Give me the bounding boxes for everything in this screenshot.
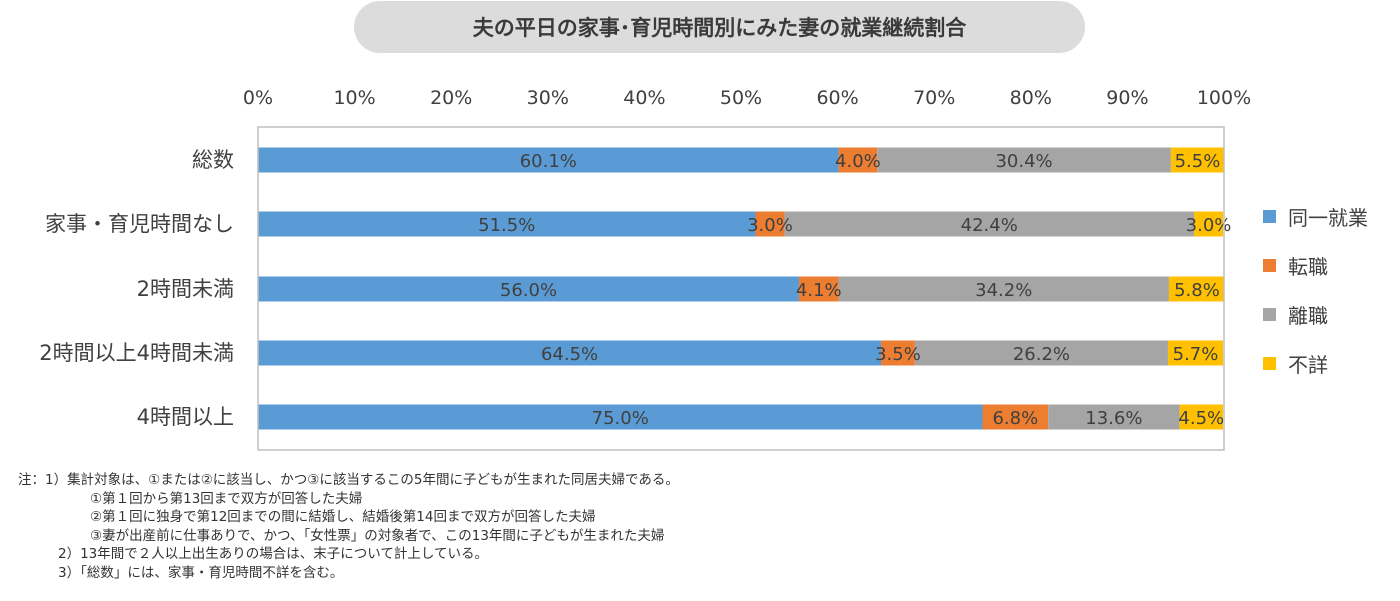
x-tick-label: 80% [1010, 87, 1052, 109]
data-label: 26.2% [1013, 344, 1070, 365]
bar-segment [838, 147, 878, 173]
legend-item-job-change: 転職 [1263, 241, 1368, 290]
legend-swatch-job-change [1263, 259, 1276, 272]
bar-segment [1048, 404, 1180, 430]
data-label: 6.8% [992, 408, 1038, 429]
data-label: 4.1% [796, 280, 842, 301]
data-label: 64.5% [541, 344, 598, 365]
legend-label-left-job: 離職 [1288, 304, 1328, 328]
category-label: 4時間以上 [137, 405, 234, 429]
bar-segment [881, 340, 915, 366]
data-label: 42.4% [961, 215, 1018, 236]
data-label: 5.7% [1173, 344, 1219, 365]
data-label: 3.5% [875, 344, 921, 365]
x-tick-label: 100% [1197, 87, 1251, 109]
data-label: 30.4% [995, 151, 1052, 172]
bar-segment [1179, 404, 1224, 430]
bar-segment [838, 276, 1169, 302]
x-tick-label: 30% [527, 87, 569, 109]
x-tick-label: 70% [913, 87, 955, 109]
legend-label-unknown: 不詳 [1288, 353, 1328, 377]
bar-segment [258, 147, 839, 173]
data-label: 3.0% [1186, 215, 1232, 236]
bar-segment [755, 211, 785, 237]
data-label: 4.5% [1178, 408, 1224, 429]
x-tick-label: 50% [720, 87, 762, 109]
footnotes: 注：1）集計対象は、①または②に該当し、かつ③に該当するこの5年間に子どもが生ま… [18, 471, 1018, 583]
bar-segment [1170, 147, 1224, 173]
x-tick-label: 60% [816, 87, 858, 109]
category-label: 2時間未満 [137, 277, 234, 301]
legend-item-unknown: 不詳 [1263, 339, 1368, 388]
legend: 同一就業 転職 離職 不詳 [1263, 192, 1368, 388]
legend-swatch-left-job [1263, 308, 1276, 321]
category-label: 2時間以上4時間未満 [39, 341, 234, 365]
legend-swatch-unknown [1263, 357, 1276, 370]
footnote-3: 3）「総数」には、家事・育児時間不詳を含む。 [58, 564, 344, 581]
bar-segment [914, 340, 1168, 366]
legend-item-left-job: 離職 [1263, 290, 1368, 339]
legend-label-same-job: 同一就業 [1288, 206, 1368, 230]
data-label: 5.8% [1174, 280, 1220, 301]
bar-segment [877, 147, 1171, 173]
footnote-1-item-1: ①第１回から第13回まで双方が回答した夫婦 [90, 490, 363, 507]
data-label: 75.0% [592, 408, 649, 429]
bar-segment [1194, 211, 1224, 237]
footnote-2: 2）13年間で２人以上出生ありの場合は、末子について計上している。 [58, 546, 488, 563]
bar-segment [258, 211, 756, 237]
legend-swatch-same-job [1263, 210, 1276, 223]
x-tick-label: 0% [243, 87, 273, 109]
footnote-1-item-2: ②第１回に独身で第12回までの間に結婚し、結婚後第14回まで双方が回答した夫婦 [90, 509, 596, 526]
plot-frame [257, 126, 1225, 451]
bar-segment [1167, 340, 1224, 366]
bar-segment [784, 211, 1195, 237]
data-label: 51.5% [478, 215, 535, 236]
data-label: 60.1% [520, 151, 577, 172]
data-label: 3.0% [747, 215, 793, 236]
x-tick-label: 10% [333, 87, 375, 109]
bar-area: 60.1% 4.0% 30.4% 5.5% 51.5% 3.0% 42.4% 3.0% 56.0… [258, 147, 1232, 430]
bar-segment [258, 340, 882, 366]
footnote-1-item-3: ③妻が出産前に仕事ありで、かつ、「女性票」の対象者で、この13年間に子どもが生ま… [90, 527, 665, 544]
bar-segment [258, 404, 983, 430]
data-label: 5.5% [1175, 151, 1221, 172]
x-axis: 0% 10% 20% 30% 40% 50% 60% 70% 80% 90% 100% [243, 87, 1251, 109]
bar-segment [1168, 276, 1224, 302]
bar-segment [798, 276, 839, 302]
x-tick-label: 90% [1106, 87, 1148, 109]
category-label: 家事・育児時間なし [45, 212, 234, 236]
data-label: 13.6% [1085, 408, 1142, 429]
legend-label-job-change: 転職 [1288, 255, 1328, 279]
bar-segment [258, 276, 799, 302]
chart-title: 夫の平日の家事･育児時間別にみた妻の就業継続割合 [354, 1, 1085, 53]
legend-item-same-job: 同一就業 [1263, 192, 1368, 241]
footnote-1: 注：1）集計対象は、①または②に該当し、かつ③に該当するこの5年間に子どもが生ま… [18, 472, 679, 488]
x-tick-label: 40% [623, 87, 665, 109]
data-label: 34.2% [975, 280, 1032, 301]
data-label: 56.0% [500, 280, 557, 301]
x-tick-label: 20% [430, 87, 472, 109]
data-label: 4.0% [835, 151, 881, 172]
category-label: 総数 [192, 148, 234, 172]
bar-segment [982, 404, 1049, 430]
